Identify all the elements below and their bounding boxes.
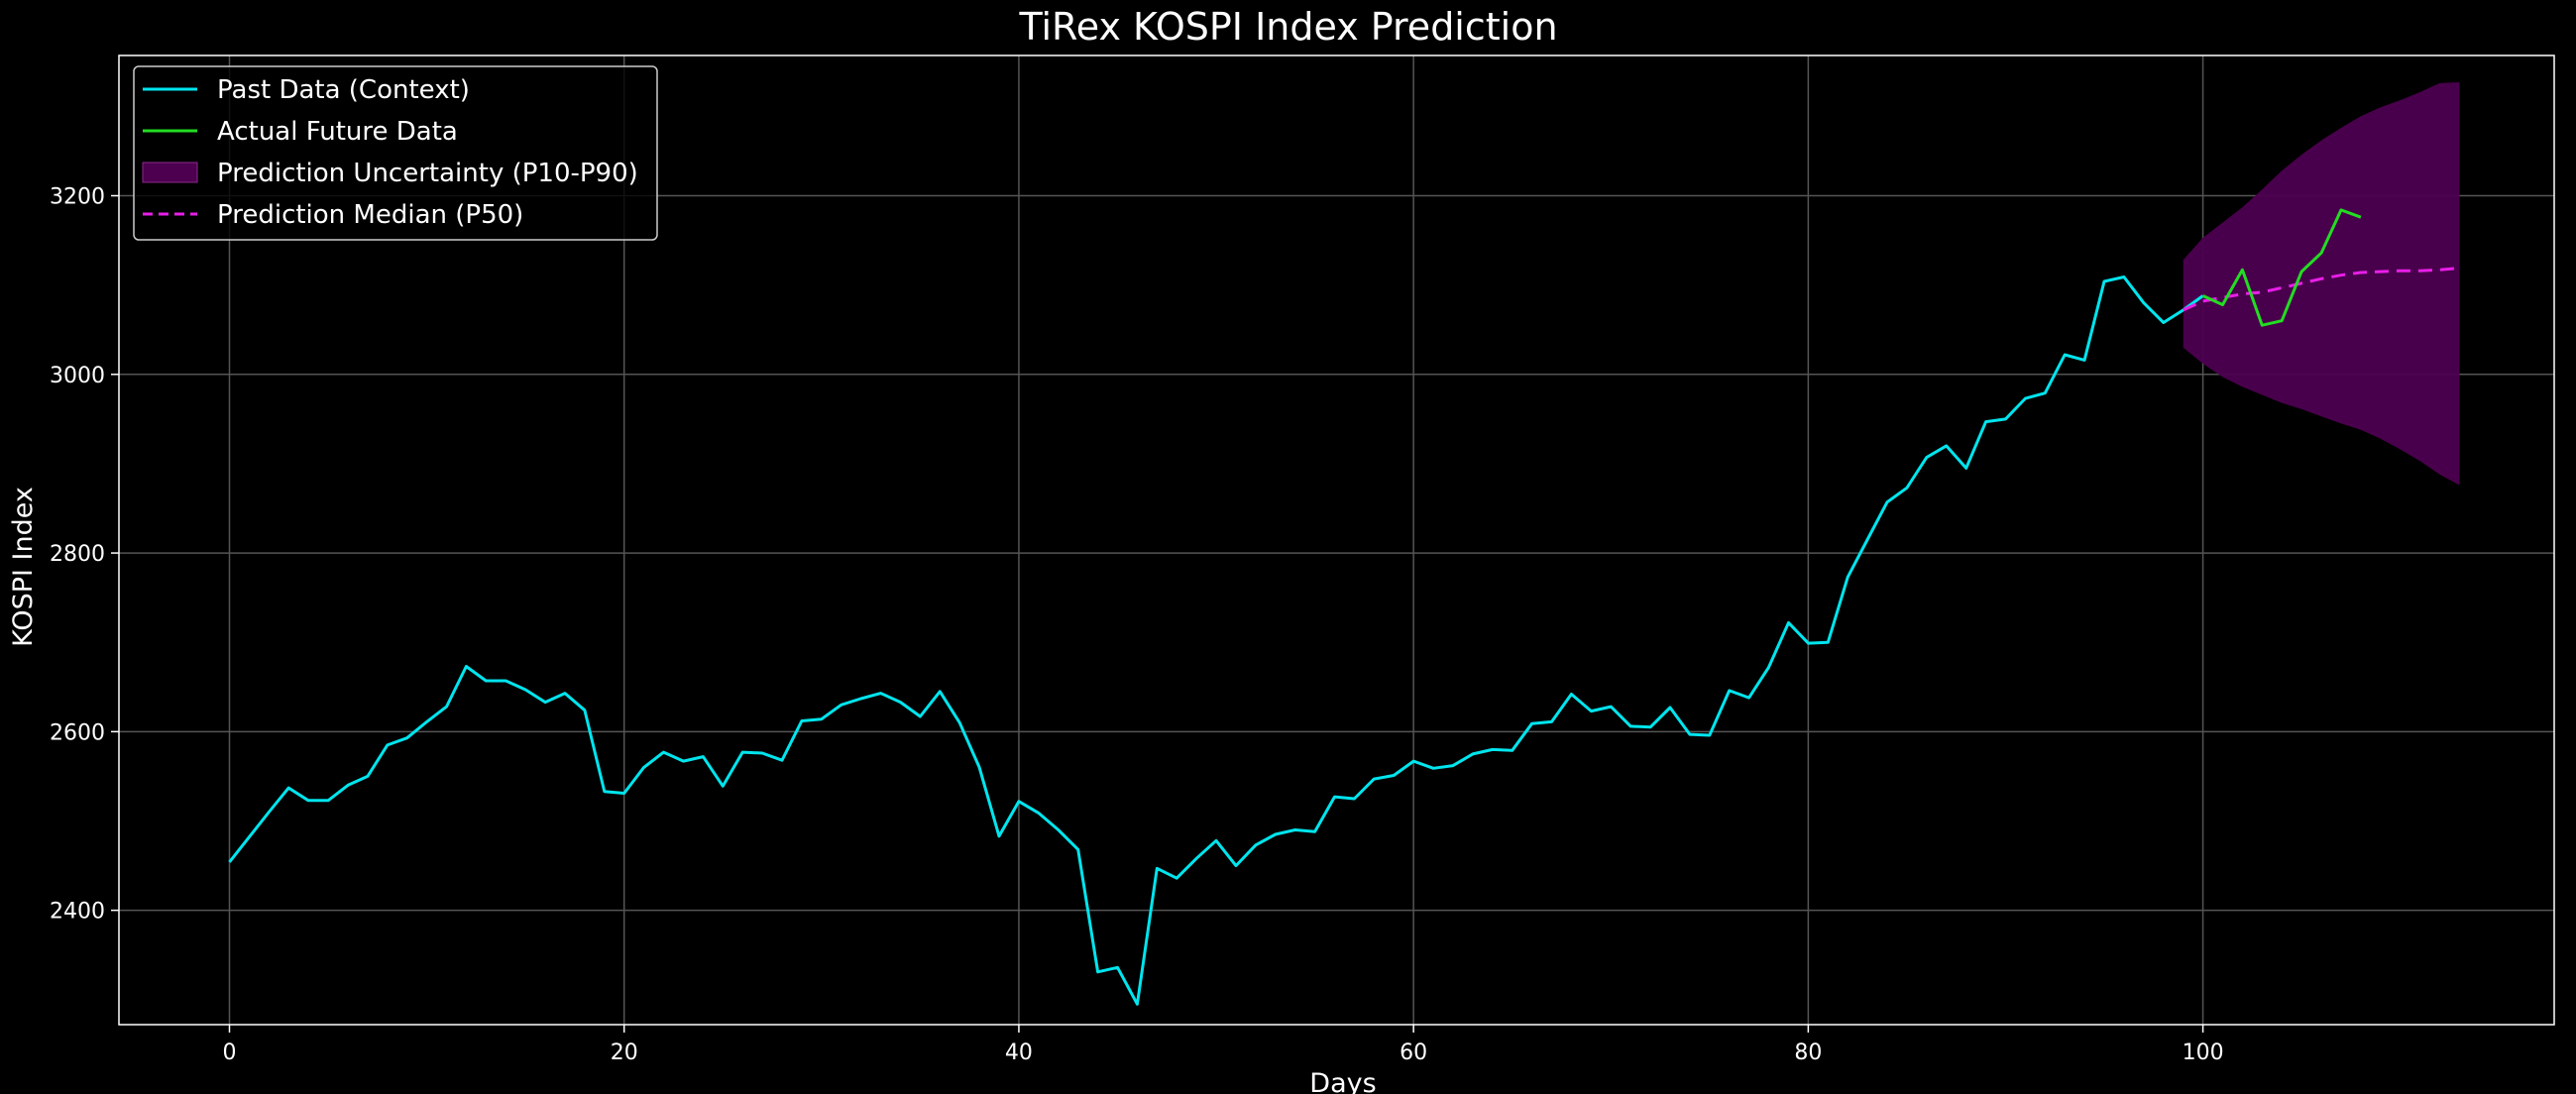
prediction-median-line	[2183, 267, 2460, 312]
legend-swatch-patch	[142, 162, 198, 183]
y-tick-label: 3000	[50, 364, 105, 388]
past-data-line	[228, 275, 2204, 1006]
x-tick-label: 20	[611, 1040, 638, 1065]
legend-box	[133, 65, 658, 241]
x-tick-label: 100	[2183, 1040, 2224, 1065]
x-tick-label: 80	[1794, 1040, 1822, 1065]
legend: Past Data (Context) Actual Future Data Pre…	[133, 65, 658, 241]
y-tick-label: 2800	[50, 542, 105, 567]
prediction-uncertainty-band	[2183, 82, 2460, 486]
y-tick-label: 2600	[50, 720, 105, 745]
y-axis-label: KOSPI Index	[8, 487, 39, 647]
x-tick-label: 0	[223, 1040, 237, 1065]
x-axis-label: Days	[1309, 1068, 1376, 1094]
legend-label: Past Data (Context)	[217, 75, 470, 105]
legend-label: Prediction Uncertainty (P10-P90)	[217, 159, 638, 188]
uncertainty-band-layer	[2183, 82, 2460, 486]
chart-title: TiRex KOSPI Index Prediction	[1018, 5, 1557, 49]
axes	[118, 55, 2555, 1026]
tick-labels: 0 20 40 60 80 100 2400 2600 2800 3000 3200	[50, 185, 2224, 1065]
legend-label: Actual Future Data	[217, 117, 458, 147]
series-layer	[228, 208, 2460, 1006]
legend-label: Prediction Median (P50)	[217, 200, 523, 230]
y-tick-label: 3200	[50, 185, 105, 210]
actual-future-line	[2201, 208, 2362, 327]
x-tick-label: 60	[1400, 1040, 1427, 1065]
y-tick-label: 2400	[50, 900, 105, 925]
plot-frame	[118, 55, 2555, 1026]
x-tick-label: 40	[1005, 1040, 1033, 1065]
